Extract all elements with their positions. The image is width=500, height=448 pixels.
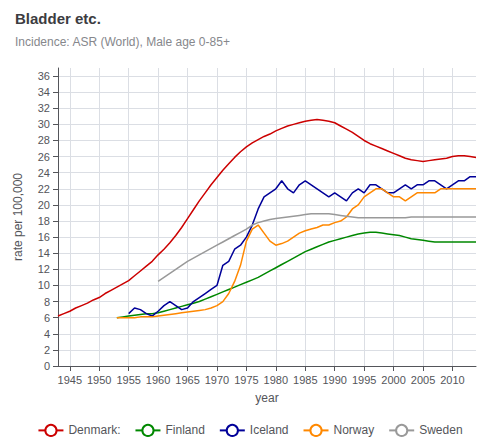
svg-text:24: 24 xyxy=(38,167,50,179)
svg-text:34: 34 xyxy=(38,86,50,98)
svg-text:1975: 1975 xyxy=(234,374,258,386)
svg-text:Iceland: Iceland xyxy=(250,423,289,437)
svg-text:16: 16 xyxy=(38,231,50,243)
svg-text:Norway: Norway xyxy=(334,423,375,437)
svg-text:22: 22 xyxy=(38,183,50,195)
svg-text:1990: 1990 xyxy=(322,374,346,386)
svg-text:14: 14 xyxy=(38,247,50,259)
svg-text:6: 6 xyxy=(44,312,50,324)
svg-text:26: 26 xyxy=(38,151,50,163)
svg-text:2010: 2010 xyxy=(440,374,464,386)
svg-text:1950: 1950 xyxy=(87,374,111,386)
svg-text:12: 12 xyxy=(38,263,50,275)
svg-text:36: 36 xyxy=(38,70,50,82)
svg-text:20: 20 xyxy=(38,199,50,211)
svg-text:Sweden: Sweden xyxy=(419,423,462,437)
svg-text:28: 28 xyxy=(38,134,50,146)
svg-text:Bladder etc.: Bladder etc. xyxy=(15,10,101,27)
svg-text:2005: 2005 xyxy=(411,374,435,386)
svg-text:1955: 1955 xyxy=(116,374,140,386)
svg-text:1985: 1985 xyxy=(293,374,317,386)
svg-text:18: 18 xyxy=(38,215,50,227)
svg-text:1970: 1970 xyxy=(205,374,229,386)
svg-text:8: 8 xyxy=(44,296,50,308)
svg-text:Finland: Finland xyxy=(165,423,204,437)
svg-text:10: 10 xyxy=(38,279,50,291)
svg-text:2000: 2000 xyxy=(381,374,405,386)
svg-text:32: 32 xyxy=(38,102,50,114)
svg-text:0: 0 xyxy=(44,360,50,372)
svg-text:1995: 1995 xyxy=(352,374,376,386)
svg-text:1945: 1945 xyxy=(58,374,82,386)
svg-text:30: 30 xyxy=(38,118,50,130)
svg-text:2: 2 xyxy=(44,344,50,356)
svg-text:1965: 1965 xyxy=(175,374,199,386)
svg-text:1960: 1960 xyxy=(146,374,170,386)
svg-text:Incidence: ASR (World), Male a: Incidence: ASR (World), Male age 0-85+ xyxy=(15,35,230,49)
svg-text:year: year xyxy=(255,391,278,405)
svg-text:4: 4 xyxy=(44,328,50,340)
svg-text:rate per 100,000: rate per 100,000 xyxy=(11,173,25,261)
svg-text:1980: 1980 xyxy=(264,374,288,386)
svg-text:Denmark:: Denmark: xyxy=(68,423,120,437)
